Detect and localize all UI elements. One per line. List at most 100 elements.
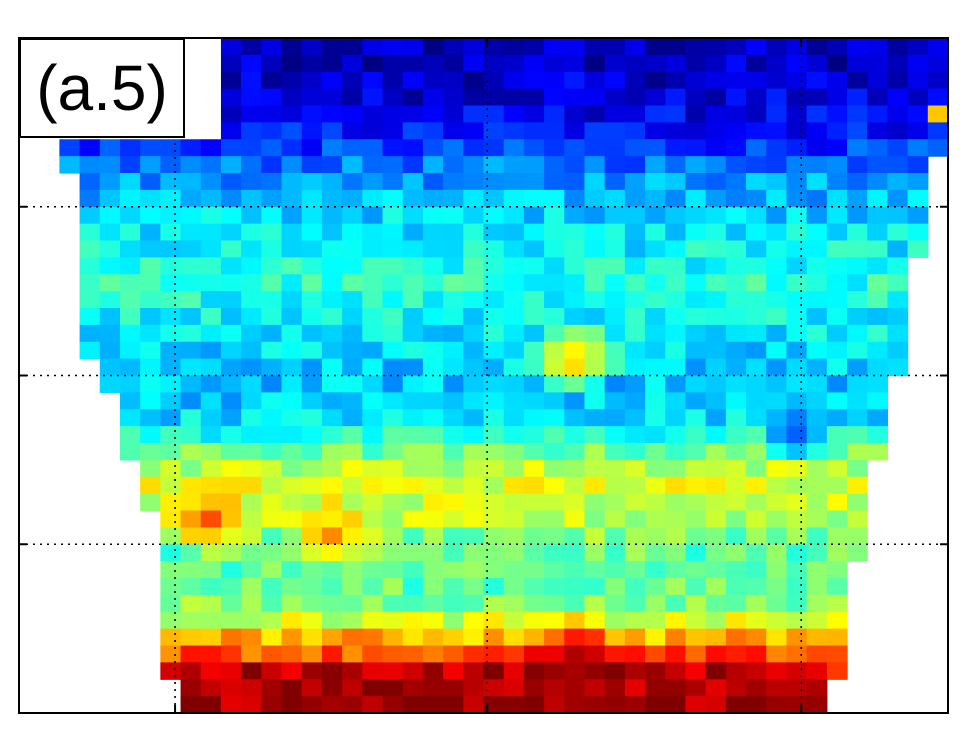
heatmap-cell [200,696,222,714]
heatmap-cell [544,71,565,90]
heatmap-cell [261,459,283,478]
heatmap-cell [160,240,182,258]
heatmap-cell [927,122,949,140]
heatmap-cell [705,628,727,647]
heatmap-cell [281,324,303,343]
heatmap-cell [847,459,868,478]
heatmap-cell [382,324,404,343]
heatmap-cell [503,54,525,73]
heatmap-cell [725,54,747,73]
heatmap-cell [362,527,384,545]
heatmap-cell [241,257,262,275]
heatmap-cell [826,257,848,275]
heatmap-cell [584,561,606,579]
heatmap-cell [422,594,444,613]
heatmap-cell [382,628,404,647]
heatmap-cell [382,206,404,225]
heatmap-cell [483,645,505,663]
heatmap-cell [443,105,464,123]
heatmap-cell [140,375,161,393]
heatmap-cell [604,662,626,680]
heatmap-cell [261,206,283,225]
heatmap-cell [544,173,565,191]
heatmap-cell [483,223,505,242]
heatmap-cell [624,156,646,174]
heatmap-cell [362,459,384,478]
heatmap-cell [140,206,161,225]
heatmap-cell [483,527,505,545]
heatmap-cell [220,54,242,73]
heatmap-cell [766,341,788,360]
heatmap-cell [503,341,525,360]
heatmap-cell [685,223,707,242]
heatmap-cell [79,324,101,343]
heatmap-cell [786,308,808,326]
heatmap-cell [867,257,889,275]
heatmap-cell [119,206,141,225]
heatmap-cell [523,527,545,545]
heatmap-cell [382,156,404,174]
heatmap-cell [342,139,363,157]
heatmap-cell [746,105,767,123]
heatmap-cell [200,493,222,512]
heatmap-cell [422,679,444,697]
heatmap-cell [685,476,707,495]
heatmap-cell [382,122,404,140]
heatmap-cell [483,594,505,613]
heatmap-cell [463,341,485,360]
heatmap-cell [180,443,202,461]
heatmap-cell [685,426,707,444]
heatmap-cell [645,594,666,613]
heatmap-cell [766,257,788,275]
heatmap-cell [119,392,141,410]
heatmap-cell [180,459,202,478]
heatmap-cell [301,409,323,427]
heatmap-cell [584,459,606,478]
heatmap-cell [200,426,222,444]
heatmap-cell [523,206,545,225]
heatmap-cell [665,578,687,596]
heatmap-cell [422,696,444,714]
heatmap-cell [483,173,505,191]
heatmap-cell [867,189,889,208]
heatmap-cell [99,308,121,326]
heatmap-cell [483,392,505,410]
heatmap-cell [523,240,545,258]
heatmap-cell [402,71,424,90]
heatmap-cell [746,594,767,613]
heatmap-cell [564,561,586,579]
heatmap-cell [645,291,666,309]
heatmap-cell [241,459,262,478]
heatmap-cell [463,88,485,107]
heatmap-cell [79,291,101,309]
heatmap-cell [220,544,242,562]
heatmap-cell [402,206,424,225]
heatmap-cell [523,173,545,191]
heatmap-cell [281,544,303,562]
heatmap-cell [564,139,586,157]
heatmap-cell [503,662,525,680]
heatmap-cell [483,696,505,714]
heatmap-cell [887,324,909,343]
heatmap-cell [160,206,182,225]
heatmap-cell [584,291,606,309]
heatmap-cell [119,375,141,393]
heatmap-cell [241,628,262,647]
heatmap-cell [564,274,586,292]
heatmap-cell [907,173,929,191]
heatmap-cell [624,38,646,56]
heatmap-cell [826,476,848,495]
heatmap-cell [443,358,464,377]
heatmap-cell [665,476,687,495]
heatmap-cell [422,510,444,528]
heatmap-cell [887,54,909,73]
heatmap-cell [705,206,727,225]
heatmap-cell [241,409,262,427]
heatmap-cell [382,662,404,680]
heatmap-cell [685,459,707,478]
heatmap-cell [463,189,485,208]
heatmap-cell [624,578,646,596]
heatmap-cell [220,240,242,258]
heatmap-cell [624,223,646,242]
heatmap-cell [241,645,262,663]
